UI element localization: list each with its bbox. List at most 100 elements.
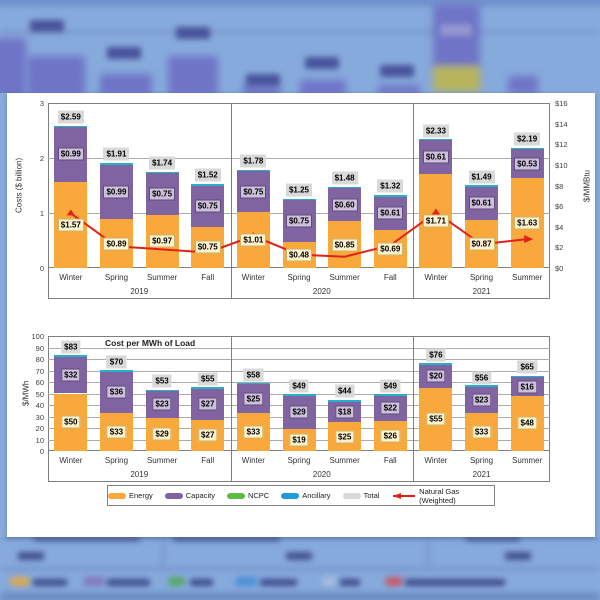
capacity-value-label: $36: [106, 385, 127, 399]
energy-value-label: $19: [289, 433, 309, 447]
axis-frame-right: [549, 268, 550, 298]
capacity-value-label: $23: [152, 397, 172, 411]
legend-swatch-icon: [342, 492, 361, 499]
legend-label: Capacity: [185, 491, 215, 500]
capacity-value-label: $27: [198, 397, 218, 411]
bg-legend-text: [340, 579, 360, 586]
bg-label-blob: [173, 537, 280, 541]
legend-label: Natural Gas (Weighted): [419, 486, 460, 505]
bg-legend-text: [260, 579, 297, 586]
bg-legend-swatch-gas: [385, 577, 403, 586]
legend-label: Ancillary: [302, 491, 331, 500]
season-label: Winter: [424, 456, 448, 465]
bg-bar: [378, 85, 420, 93]
bg-separator: [427, 539, 429, 567]
capacity-value-label: $0.75: [285, 214, 313, 228]
axis-frame-bottom: [48, 298, 550, 299]
background-bottom-band: [0, 537, 600, 600]
bg-bottom-strip: [0, 592, 600, 600]
chart2-title: Cost per MWh of Load: [105, 338, 196, 348]
total-value-label: $49: [289, 379, 309, 393]
total-value-label: $65: [517, 360, 537, 374]
chart-card: Costs ($ billion) $/MMBtu $/MWh Cost per…: [7, 93, 595, 537]
y-axis-tick-label: 30: [35, 412, 44, 422]
energy-value-label: $26: [380, 429, 400, 443]
season-label: Fall: [383, 273, 397, 282]
gridline: [48, 393, 550, 395]
y-axis-tick-label: 80: [35, 355, 44, 364]
bar-segment-ancillary: [419, 363, 453, 365]
bg-legend-text: [190, 579, 213, 586]
season-label: Spring: [104, 456, 129, 465]
season-label: Spring: [469, 273, 494, 282]
right-axis-tick-label: $10: [555, 160, 568, 170]
total-value-label: $56: [471, 371, 492, 385]
capacity-value-label: $20: [426, 369, 446, 383]
capacity-value-label: $0.75: [194, 199, 221, 213]
bar-segment-ancillary: [54, 125, 88, 128]
bg-bar: [100, 74, 152, 93]
bg-bar: [433, 4, 480, 68]
right-axis-tick-label: $12: [555, 140, 568, 150]
season-label: Spring: [104, 273, 129, 282]
season-label: Fall: [201, 273, 215, 282]
right-axis-tick-label: $16: [555, 99, 568, 108]
energy-value-label: $55: [426, 412, 446, 426]
y-axis-tick-label: 100: [31, 332, 44, 341]
year-label: 2020: [312, 287, 331, 296]
y-axis-tick-label: 10: [35, 435, 44, 445]
year-label: 2020: [312, 470, 331, 479]
bg-label-blob: [246, 74, 280, 86]
right-axis-tick-label: $0: [555, 264, 564, 273]
total-value-label: $49: [380, 379, 400, 393]
group-separator: [413, 103, 415, 298]
bar-segment-ancillary: [191, 387, 225, 389]
gridline: [48, 370, 550, 372]
bar-segment-ancillary: [419, 138, 453, 141]
bar-segment-ancillary: [328, 186, 362, 189]
energy-value-label: $1.63: [514, 216, 541, 230]
bg-line: [0, 568, 600, 570]
bar-segment-ancillary: [510, 375, 544, 378]
bg-bar: [168, 56, 218, 93]
capacity-value-label: $32: [61, 368, 81, 382]
energy-value-label: $0.85: [331, 238, 358, 252]
year-label: 2019: [130, 287, 149, 296]
season-label: Summer: [512, 273, 543, 282]
y-axis-tick-label: 40: [35, 401, 44, 410]
bar-segment-ancillary: [99, 370, 133, 372]
bg-label-blob: [30, 20, 64, 32]
capacity-value-label: $0.61: [377, 206, 404, 220]
bg-bar: [300, 80, 346, 93]
energy-value-label: $33: [243, 425, 264, 439]
y-axis-tick-label: 0: [39, 447, 44, 456]
energy-value-label: $25: [334, 430, 355, 444]
capacity-value-label: $0.99: [103, 185, 130, 199]
legend-item-total: Total: [342, 491, 379, 500]
y-axis-tick-label: 60: [35, 378, 44, 387]
bg-legend-swatch-energy: [10, 577, 30, 586]
bg-gridline: [0, 31, 600, 33]
season-label: Winter: [241, 456, 265, 465]
y-axis-tick-label: 20: [35, 424, 44, 433]
total-value-label: $55: [198, 372, 218, 386]
bar-segment-ancillary: [236, 382, 270, 385]
bg-legend-swatch-total: [322, 577, 337, 586]
bar-segment-ancillary: [145, 389, 179, 392]
right-axis-tick-label: $8: [555, 181, 564, 191]
bg-legend-swatch-capacity: [83, 577, 105, 586]
energy-value-label: $27: [198, 428, 218, 442]
total-value-label: $1.78: [240, 154, 267, 168]
gridline: [48, 158, 550, 159]
legend-label: Energy: [129, 491, 153, 500]
energy-value-label: $33: [106, 425, 127, 439]
right-axis-tick-label: $4: [555, 222, 564, 232]
total-value-label: $1.49: [468, 170, 495, 184]
gridline: [48, 347, 550, 349]
bar-segment-ancillary: [145, 171, 179, 174]
bar-segment-ancillary: [510, 147, 544, 150]
group-separator: [230, 103, 232, 298]
season-label: Fall: [201, 456, 215, 465]
legend-gas-arrow-icon: [393, 492, 416, 499]
legend-item-ncpc: NCPC: [226, 491, 269, 500]
